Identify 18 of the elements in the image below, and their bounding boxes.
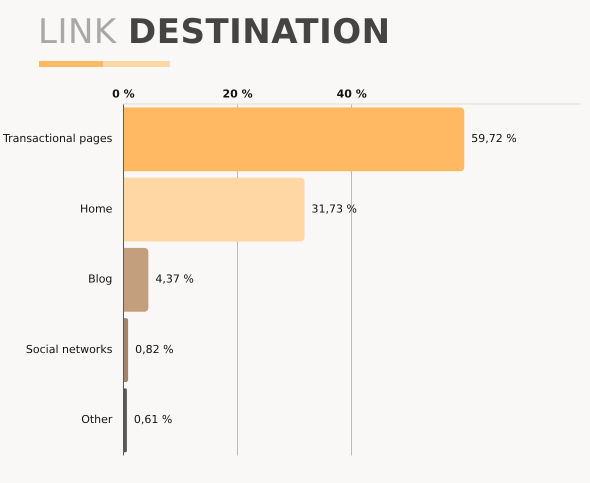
data-label: 4,37 %: [155, 272, 194, 286]
y-tick-label: Other: [81, 413, 113, 426]
data-label: 0,61 %: [134, 413, 172, 426]
y-tick-label: Social networks: [26, 342, 113, 356]
data-label: 59,72 %: [471, 132, 517, 146]
x-tick-label: 40 %: [336, 87, 367, 100]
y-tick-label: Transactional pages: [2, 132, 113, 146]
bar: [124, 178, 305, 242]
bar: [124, 318, 128, 382]
x-tick-label: 20 %: [222, 87, 253, 100]
x-tick-label: 0 %: [112, 87, 135, 100]
chart-title: LINK DESTINATION: [38, 12, 391, 52]
y-tick-label: Home: [80, 202, 113, 216]
bar: [124, 107, 464, 172]
bar: [124, 248, 148, 312]
data-label: 0,82 %: [135, 342, 174, 356]
data-label: 31,73 %: [312, 202, 357, 216]
y-tick-label: Blog: [88, 272, 112, 286]
